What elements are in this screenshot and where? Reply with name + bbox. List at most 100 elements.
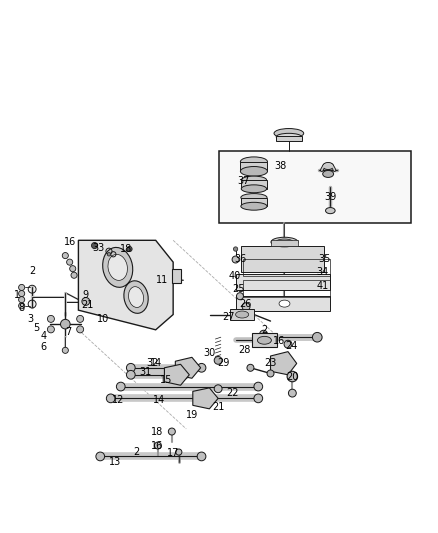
- Polygon shape: [271, 352, 297, 375]
- Circle shape: [96, 452, 105, 461]
- Text: 30: 30: [203, 348, 215, 358]
- Text: 39: 39: [324, 192, 336, 201]
- Circle shape: [267, 370, 274, 377]
- Ellipse shape: [241, 185, 267, 193]
- Text: 11: 11: [156, 274, 168, 285]
- Circle shape: [62, 348, 68, 353]
- Circle shape: [18, 290, 25, 297]
- Circle shape: [247, 364, 254, 372]
- Circle shape: [232, 256, 239, 263]
- Text: 23: 23: [264, 358, 277, 368]
- Circle shape: [82, 297, 90, 305]
- Text: 22: 22: [226, 388, 238, 398]
- Text: 20: 20: [286, 372, 299, 382]
- Text: 3: 3: [27, 314, 33, 324]
- Text: 14: 14: [149, 358, 162, 368]
- Text: 2: 2: [262, 325, 268, 335]
- Circle shape: [77, 316, 84, 322]
- Circle shape: [106, 394, 115, 403]
- Circle shape: [107, 253, 111, 256]
- Bar: [252, 333, 277, 348]
- Text: 34: 34: [317, 266, 329, 277]
- Circle shape: [67, 259, 73, 265]
- Text: 19: 19: [186, 410, 198, 420]
- Ellipse shape: [108, 254, 127, 280]
- Text: 18: 18: [120, 244, 133, 254]
- Circle shape: [47, 316, 54, 322]
- Ellipse shape: [236, 311, 249, 318]
- Bar: [243, 259, 330, 276]
- Ellipse shape: [124, 281, 148, 313]
- Text: 31: 31: [140, 367, 152, 377]
- Ellipse shape: [240, 157, 268, 166]
- Text: 26: 26: [239, 298, 251, 309]
- Text: 15: 15: [159, 375, 172, 385]
- Text: 37: 37: [237, 176, 249, 187]
- Polygon shape: [241, 246, 324, 272]
- Circle shape: [154, 442, 161, 449]
- Polygon shape: [193, 388, 218, 409]
- Text: 16: 16: [151, 441, 163, 451]
- Circle shape: [92, 243, 98, 248]
- Text: 38: 38: [274, 161, 286, 171]
- Circle shape: [176, 449, 182, 455]
- Text: 8: 8: [18, 303, 25, 313]
- Ellipse shape: [274, 128, 304, 138]
- Text: 33: 33: [93, 243, 105, 253]
- Text: 32: 32: [146, 358, 159, 368]
- Ellipse shape: [325, 207, 335, 214]
- Circle shape: [18, 297, 25, 303]
- Polygon shape: [175, 357, 201, 378]
- Circle shape: [242, 303, 250, 311]
- Text: 4: 4: [40, 332, 46, 341]
- Circle shape: [254, 382, 263, 391]
- Circle shape: [260, 330, 268, 338]
- Circle shape: [237, 293, 244, 300]
- Bar: [240, 161, 268, 171]
- Ellipse shape: [241, 203, 267, 210]
- Text: 13: 13: [109, 457, 121, 467]
- Text: 35: 35: [318, 254, 331, 264]
- Circle shape: [288, 389, 296, 397]
- Ellipse shape: [258, 336, 272, 344]
- Circle shape: [77, 326, 84, 333]
- Text: 41: 41: [317, 281, 329, 291]
- Text: 27: 27: [223, 312, 235, 322]
- Text: 5: 5: [33, 322, 39, 333]
- Text: 6: 6: [40, 342, 46, 352]
- Circle shape: [287, 372, 297, 382]
- Circle shape: [254, 394, 263, 403]
- Circle shape: [197, 364, 206, 372]
- Ellipse shape: [276, 133, 301, 140]
- Text: 40: 40: [228, 271, 240, 281]
- Circle shape: [117, 382, 125, 391]
- Text: 21: 21: [81, 300, 93, 310]
- Circle shape: [47, 326, 54, 333]
- Ellipse shape: [323, 163, 334, 169]
- Circle shape: [197, 452, 206, 461]
- Polygon shape: [237, 296, 330, 311]
- Bar: [219, 151, 411, 223]
- Text: 14: 14: [152, 394, 165, 405]
- Text: 28: 28: [238, 345, 251, 356]
- Ellipse shape: [279, 300, 290, 307]
- Circle shape: [180, 370, 188, 379]
- Text: 18: 18: [151, 426, 163, 437]
- Ellipse shape: [276, 239, 293, 245]
- Bar: [276, 136, 301, 141]
- Ellipse shape: [102, 247, 133, 287]
- Circle shape: [71, 272, 77, 278]
- Bar: [241, 180, 267, 189]
- Ellipse shape: [323, 171, 334, 177]
- Ellipse shape: [241, 193, 267, 201]
- Circle shape: [168, 428, 175, 435]
- Bar: [172, 269, 181, 283]
- Circle shape: [214, 385, 222, 393]
- Circle shape: [233, 247, 238, 251]
- Circle shape: [312, 333, 322, 342]
- Polygon shape: [237, 274, 330, 290]
- Text: 24: 24: [285, 341, 297, 351]
- Bar: [272, 240, 297, 246]
- Bar: [243, 280, 330, 297]
- Circle shape: [127, 370, 135, 379]
